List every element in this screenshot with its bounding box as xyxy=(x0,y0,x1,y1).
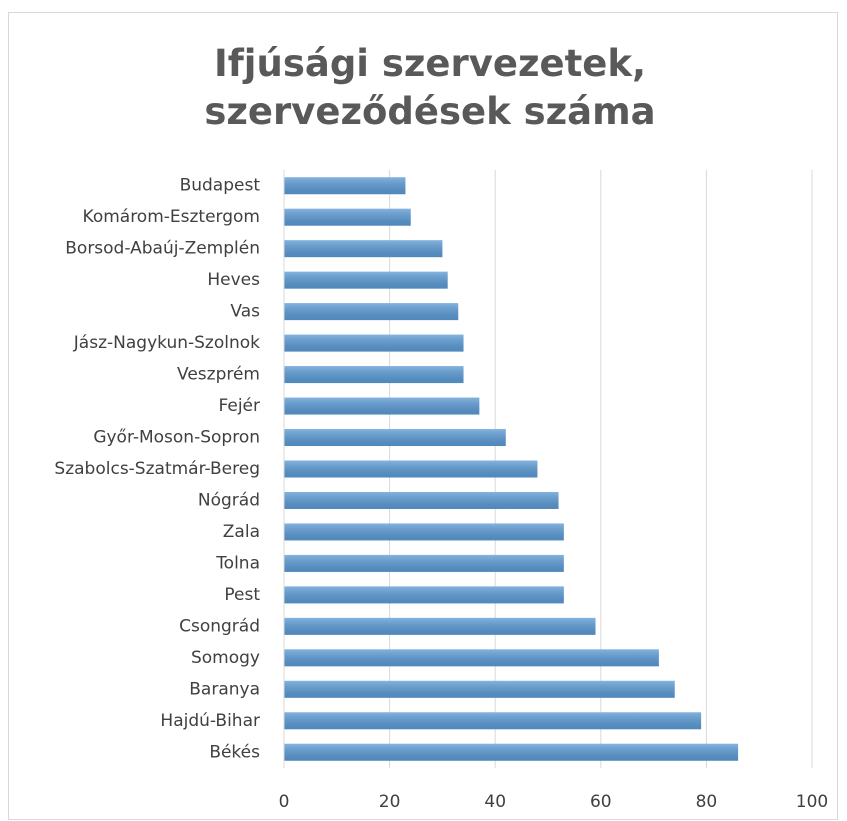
y-tick-label: Jász-Nagykun-Szolnok xyxy=(73,333,260,353)
y-tick-label: Békés xyxy=(209,742,260,762)
y-tick-label: Baranya xyxy=(189,679,260,699)
y-tick-label: Veszprém xyxy=(177,365,260,385)
chart-title: Ifjúsági szervezetek, szerveződések szám… xyxy=(204,42,656,133)
chart-frame xyxy=(8,12,838,820)
bar-shade xyxy=(284,743,739,761)
bar-shade xyxy=(284,366,464,384)
y-tick-label: Fejér xyxy=(219,396,260,416)
y-tick-label: Komárom-Esztergom xyxy=(83,207,260,227)
bar-shade xyxy=(284,617,596,635)
bar-shade xyxy=(284,460,538,478)
y-tick-label: Borsod-Abaúj-Zemplén xyxy=(65,239,260,259)
bar-shade xyxy=(284,680,675,698)
bar-shade xyxy=(284,523,564,541)
y-tick-label: Budapest xyxy=(180,176,261,196)
bar-shade xyxy=(284,208,411,226)
bar-shade xyxy=(284,397,480,415)
bar-shade xyxy=(284,554,564,572)
bar-shade xyxy=(284,586,564,604)
y-tick-label: Csongrád xyxy=(179,616,260,636)
bar-shade xyxy=(284,271,448,289)
x-tick-label: 0 xyxy=(279,792,290,812)
y-tick-label: Heves xyxy=(207,270,260,290)
x-tick-label: 60 xyxy=(590,792,612,812)
y-tick-label: Zala xyxy=(223,522,260,542)
y-tick-label: Hajdú-Bihar xyxy=(160,711,260,731)
bar-shade xyxy=(284,712,702,730)
bar-shade xyxy=(284,177,406,195)
bar-shade xyxy=(284,649,659,667)
bar-shade xyxy=(284,334,464,352)
bar-shade xyxy=(284,303,459,321)
x-tick-label: 40 xyxy=(484,792,506,812)
x-tick-label: 80 xyxy=(696,792,718,812)
y-tick-label: Tolna xyxy=(215,553,260,573)
y-tick-label: Győr-Moson-Sopron xyxy=(93,428,260,448)
y-tick-label: Somogy xyxy=(191,648,260,668)
y-tick-label: Vas xyxy=(230,302,260,322)
x-tick-label: 20 xyxy=(379,792,401,812)
bar-shade xyxy=(284,491,559,509)
y-tick-label: Szabolcs-Szatmár-Bereg xyxy=(54,459,260,479)
x-tick-label: 100 xyxy=(796,792,828,812)
bar-shade xyxy=(284,240,443,258)
y-tick-label: Pest xyxy=(224,585,260,605)
bar-shade xyxy=(284,429,506,447)
y-tick-label: Nógrád xyxy=(198,490,260,510)
